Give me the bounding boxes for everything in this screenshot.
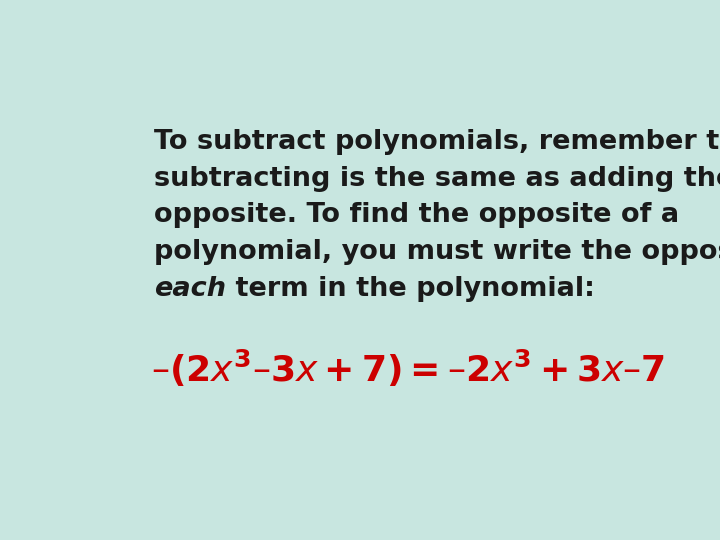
Text: opposite. To find the opposite of a: opposite. To find the opposite of a bbox=[154, 202, 679, 228]
Text: To subtract polynomials, remember that: To subtract polynomials, remember that bbox=[154, 129, 720, 155]
Text: term in the polynomial:: term in the polynomial: bbox=[226, 275, 595, 302]
Text: each: each bbox=[154, 275, 226, 302]
Text: $\mathbf{–(2\mathit{x}^3 – 3\mathit{x} + 7) = –2\mathit{x}^3 + 3\mathit{x} – 7}$: $\mathbf{–(2\mathit{x}^3 – 3\mathit{x} +… bbox=[151, 348, 665, 389]
Text: polynomial, you must write the opposite of: polynomial, you must write the opposite … bbox=[154, 239, 720, 265]
Text: subtracting is the same as adding the: subtracting is the same as adding the bbox=[154, 166, 720, 192]
